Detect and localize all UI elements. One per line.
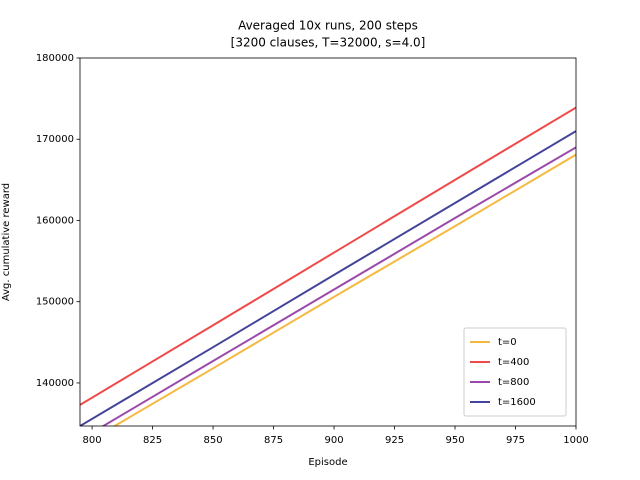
x-tick-label: 925	[385, 435, 404, 446]
x-tick-label: 975	[506, 435, 525, 446]
legend-label: t=1600	[498, 397, 536, 408]
y-tick-label: 150000	[36, 297, 74, 308]
legend-label: t=0	[498, 337, 517, 348]
line-series	[80, 106, 576, 406]
legend-label: t=400	[498, 357, 529, 368]
y-tick-label: 160000	[36, 215, 74, 226]
chart-subtitle: [3200 clauses, T=32000, s=4.0]	[231, 36, 426, 50]
plot-area	[80, 106, 576, 426]
legend-label: t=800	[498, 377, 529, 388]
line-series	[101, 146, 576, 426]
x-tick-label: 900	[325, 435, 344, 446]
x-tick-label: 875	[264, 435, 283, 446]
line-series	[112, 153, 576, 426]
x-tick-label: 800	[83, 435, 102, 446]
x-axis-label: Episode	[308, 457, 347, 468]
x-tick-label: 850	[204, 435, 223, 446]
y-tick-label: 180000	[36, 53, 74, 64]
line-series	[80, 130, 576, 426]
axes-frame	[79, 57, 577, 427]
legend-box	[463, 327, 567, 417]
x-tick-label: 950	[445, 435, 464, 446]
x-tick-label: 1000	[563, 435, 588, 446]
y-tick-label: 140000	[36, 378, 74, 389]
y-axis-label: Avg. cumulative reward	[1, 183, 12, 301]
chart-title: Averaged 10x runs, 200 steps	[238, 19, 418, 33]
y-tick-label: 170000	[36, 134, 74, 145]
x-tick-label: 825	[143, 435, 162, 446]
